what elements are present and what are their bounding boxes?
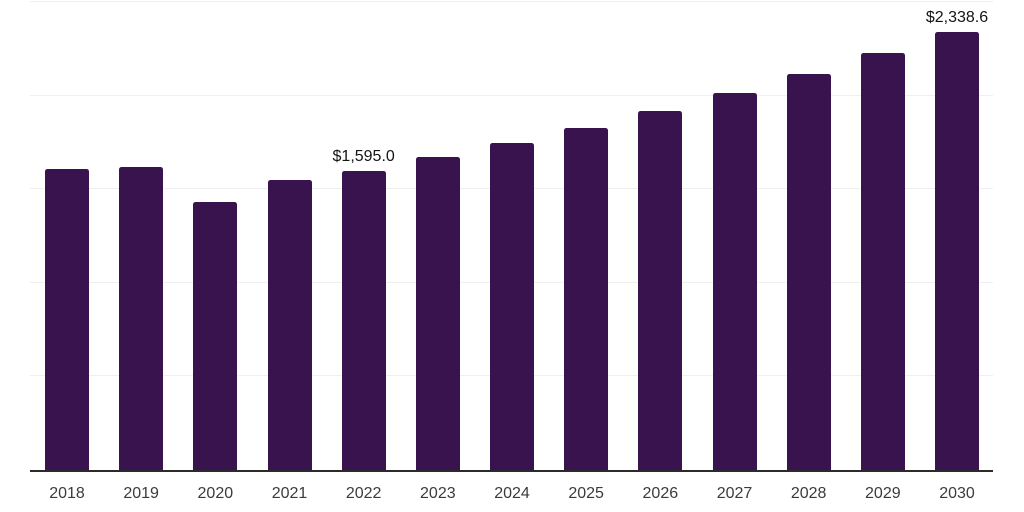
bar-value-label-2030: $2,338.6 <box>925 9 989 27</box>
bar-2029[interactable] <box>860 52 905 470</box>
x-tick-label-2022: 2022 <box>345 485 382 502</box>
bar-value-label-2022: $1,595.0 <box>332 148 395 166</box>
x-tick-label-2025: 2025 <box>568 485 604 502</box>
x-tick-label-2023: 2023 <box>420 485 456 502</box>
x-tick-label-2021: 2021 <box>271 485 308 502</box>
x-tick-label-2028: 2028 <box>790 485 827 502</box>
bar-2022[interactable] <box>341 171 386 470</box>
bar-2019[interactable] <box>119 166 164 470</box>
bar-2030[interactable] <box>935 32 979 470</box>
x-tick-label-2027: 2027 <box>716 485 753 502</box>
bar-2023[interactable] <box>415 157 460 470</box>
x-tick-label-2020: 2020 <box>197 485 234 502</box>
x-tick-label-2024: 2024 <box>494 485 530 502</box>
bar-2024[interactable] <box>490 143 534 470</box>
bar-2028[interactable] <box>786 74 831 470</box>
bar-2027[interactable] <box>712 93 757 470</box>
x-tick-label-2018: 2018 <box>49 485 85 502</box>
x-tick-label-2030: 2030 <box>939 485 975 502</box>
plot-area: $1,595.0 $2,338.6 <box>30 0 993 470</box>
bar-2018[interactable] <box>45 169 89 470</box>
bar-2021[interactable] <box>267 180 312 470</box>
x-tick-label-2019: 2019 <box>123 485 159 502</box>
bar-2026[interactable] <box>638 110 683 470</box>
x-tick-label-2026: 2026 <box>642 485 679 502</box>
x-axis-line <box>30 470 993 472</box>
gridline-2500 <box>30 1 993 2</box>
gridline-2000 <box>30 94 993 96</box>
bar-2020[interactable] <box>193 201 238 470</box>
bar-2025[interactable] <box>564 128 609 470</box>
x-tick-label-2029: 2029 <box>865 485 901 502</box>
